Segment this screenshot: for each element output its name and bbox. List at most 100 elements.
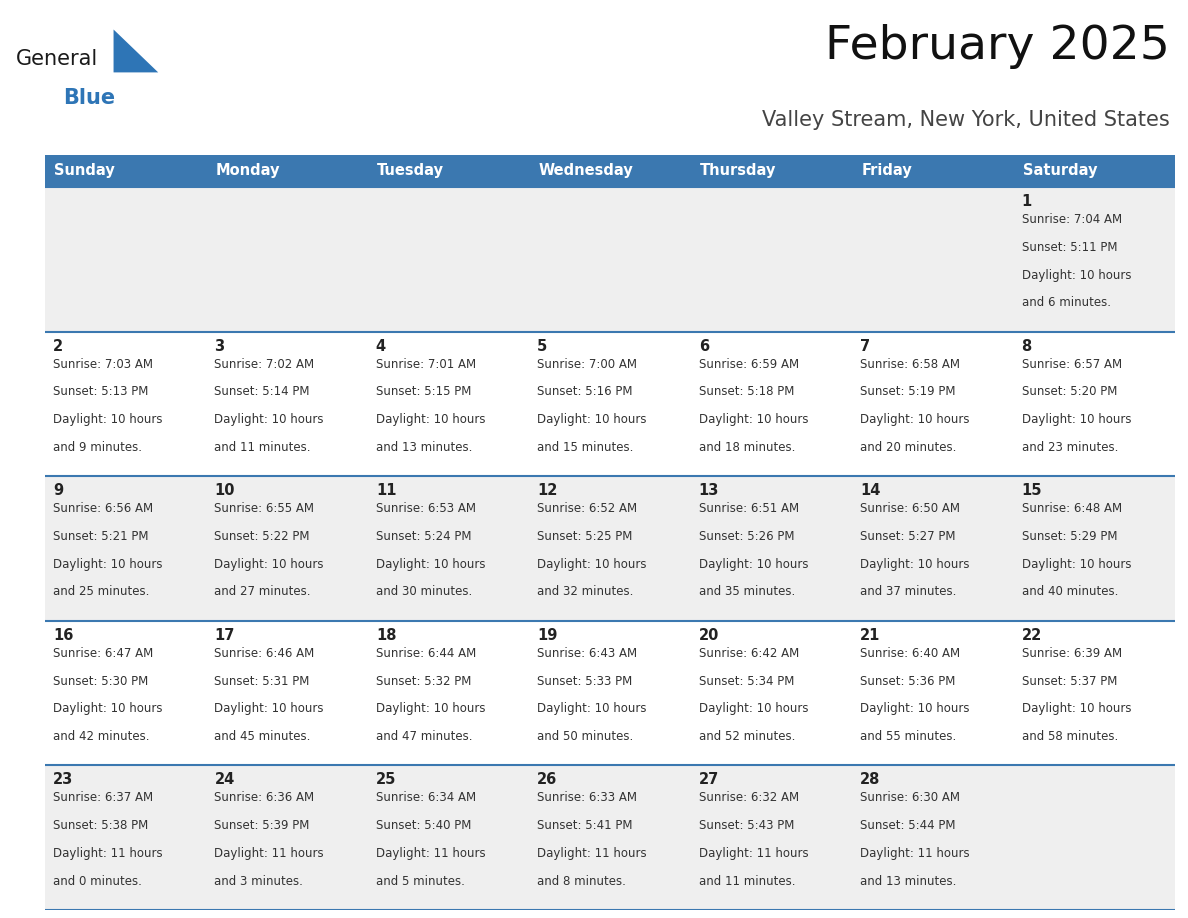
Text: Daylight: 10 hours: Daylight: 10 hours bbox=[860, 558, 969, 571]
Text: Daylight: 10 hours: Daylight: 10 hours bbox=[1022, 413, 1131, 426]
Bar bbox=[207, 766, 368, 910]
Text: and 52 minutes.: and 52 minutes. bbox=[699, 730, 795, 743]
Text: Sunset: 5:36 PM: Sunset: 5:36 PM bbox=[860, 675, 955, 688]
Bar bbox=[530, 155, 690, 187]
Bar bbox=[852, 766, 1013, 910]
Text: and 58 minutes.: and 58 minutes. bbox=[1022, 730, 1118, 743]
Bar bbox=[368, 621, 530, 766]
Text: 28: 28 bbox=[860, 772, 880, 788]
Text: Daylight: 10 hours: Daylight: 10 hours bbox=[53, 702, 163, 715]
Text: and 3 minutes.: and 3 minutes. bbox=[214, 875, 303, 888]
Text: Sunrise: 6:56 AM: Sunrise: 6:56 AM bbox=[53, 502, 153, 515]
Text: Sunrise: 7:00 AM: Sunrise: 7:00 AM bbox=[537, 358, 637, 371]
Text: Daylight: 11 hours: Daylight: 11 hours bbox=[375, 847, 486, 860]
Text: Sunrise: 6:46 AM: Sunrise: 6:46 AM bbox=[214, 647, 315, 660]
Bar bbox=[368, 476, 530, 621]
Text: 7: 7 bbox=[860, 339, 871, 353]
Bar bbox=[45, 766, 207, 910]
Text: Sunrise: 6:34 AM: Sunrise: 6:34 AM bbox=[375, 791, 476, 804]
Bar bbox=[530, 766, 690, 910]
Text: and 47 minutes.: and 47 minutes. bbox=[375, 730, 473, 743]
Bar bbox=[1013, 187, 1175, 331]
Bar bbox=[1013, 331, 1175, 476]
Text: Daylight: 11 hours: Daylight: 11 hours bbox=[860, 847, 969, 860]
Text: 16: 16 bbox=[53, 628, 74, 643]
Bar bbox=[45, 621, 207, 766]
Text: and 25 minutes.: and 25 minutes. bbox=[53, 586, 150, 599]
Text: 15: 15 bbox=[1022, 483, 1042, 498]
Text: Tuesday: Tuesday bbox=[377, 163, 444, 178]
Bar bbox=[1013, 621, 1175, 766]
Text: Sunset: 5:39 PM: Sunset: 5:39 PM bbox=[214, 819, 310, 832]
Text: Monday: Monday bbox=[215, 163, 280, 178]
Text: 11: 11 bbox=[375, 483, 397, 498]
Text: Daylight: 10 hours: Daylight: 10 hours bbox=[214, 413, 324, 426]
Text: Sunset: 5:40 PM: Sunset: 5:40 PM bbox=[375, 819, 472, 832]
Text: and 42 minutes.: and 42 minutes. bbox=[53, 730, 150, 743]
Bar bbox=[45, 331, 207, 476]
Bar bbox=[852, 155, 1013, 187]
Text: Saturday: Saturday bbox=[1023, 163, 1097, 178]
Text: 23: 23 bbox=[53, 772, 74, 788]
Text: Daylight: 10 hours: Daylight: 10 hours bbox=[375, 413, 486, 426]
Text: Daylight: 10 hours: Daylight: 10 hours bbox=[1022, 269, 1131, 282]
Bar bbox=[1013, 155, 1175, 187]
Text: General: General bbox=[15, 50, 97, 70]
Text: Sunset: 5:20 PM: Sunset: 5:20 PM bbox=[1022, 386, 1117, 398]
Text: and 11 minutes.: and 11 minutes. bbox=[699, 875, 795, 888]
Text: Sunset: 5:31 PM: Sunset: 5:31 PM bbox=[214, 675, 310, 688]
Text: Sunrise: 6:37 AM: Sunrise: 6:37 AM bbox=[53, 791, 153, 804]
Text: Daylight: 10 hours: Daylight: 10 hours bbox=[537, 413, 646, 426]
Text: 17: 17 bbox=[214, 628, 235, 643]
Text: Sunset: 5:11 PM: Sunset: 5:11 PM bbox=[1022, 241, 1117, 253]
Text: Sunrise: 7:01 AM: Sunrise: 7:01 AM bbox=[375, 358, 476, 371]
Bar bbox=[207, 476, 368, 621]
Text: and 55 minutes.: and 55 minutes. bbox=[860, 730, 956, 743]
Text: and 20 minutes.: and 20 minutes. bbox=[860, 441, 956, 453]
Text: Daylight: 10 hours: Daylight: 10 hours bbox=[860, 413, 969, 426]
Text: 22: 22 bbox=[1022, 628, 1042, 643]
Text: Sunset: 5:19 PM: Sunset: 5:19 PM bbox=[860, 386, 955, 398]
Text: Daylight: 11 hours: Daylight: 11 hours bbox=[699, 847, 808, 860]
Text: Daylight: 11 hours: Daylight: 11 hours bbox=[53, 847, 163, 860]
Text: and 15 minutes.: and 15 minutes. bbox=[537, 441, 633, 453]
Text: Sunset: 5:26 PM: Sunset: 5:26 PM bbox=[699, 530, 795, 543]
Bar bbox=[207, 187, 368, 331]
Bar bbox=[530, 621, 690, 766]
Bar bbox=[690, 476, 852, 621]
Text: 3: 3 bbox=[214, 339, 225, 353]
Text: and 30 minutes.: and 30 minutes. bbox=[375, 586, 472, 599]
Text: Sunrise: 6:36 AM: Sunrise: 6:36 AM bbox=[214, 791, 315, 804]
Text: Sunset: 5:14 PM: Sunset: 5:14 PM bbox=[214, 386, 310, 398]
Text: Sunset: 5:25 PM: Sunset: 5:25 PM bbox=[537, 530, 633, 543]
Text: 18: 18 bbox=[375, 628, 397, 643]
Text: Sunrise: 7:02 AM: Sunrise: 7:02 AM bbox=[214, 358, 315, 371]
Text: 9: 9 bbox=[53, 483, 63, 498]
Text: Sunrise: 6:51 AM: Sunrise: 6:51 AM bbox=[699, 502, 798, 515]
Text: Sunset: 5:38 PM: Sunset: 5:38 PM bbox=[53, 819, 148, 832]
Bar bbox=[852, 476, 1013, 621]
Text: and 32 minutes.: and 32 minutes. bbox=[537, 586, 633, 599]
Text: 4: 4 bbox=[375, 339, 386, 353]
Text: 20: 20 bbox=[699, 628, 719, 643]
Text: Daylight: 10 hours: Daylight: 10 hours bbox=[53, 558, 163, 571]
Text: Sunset: 5:27 PM: Sunset: 5:27 PM bbox=[860, 530, 955, 543]
Text: 2: 2 bbox=[53, 339, 63, 353]
Text: 14: 14 bbox=[860, 483, 880, 498]
Text: Sunset: 5:15 PM: Sunset: 5:15 PM bbox=[375, 386, 472, 398]
Text: Sunrise: 7:03 AM: Sunrise: 7:03 AM bbox=[53, 358, 153, 371]
Text: Sunrise: 6:33 AM: Sunrise: 6:33 AM bbox=[537, 791, 637, 804]
Text: Daylight: 10 hours: Daylight: 10 hours bbox=[860, 702, 969, 715]
Text: Sunset: 5:21 PM: Sunset: 5:21 PM bbox=[53, 530, 148, 543]
Text: Sunrise: 6:42 AM: Sunrise: 6:42 AM bbox=[699, 647, 800, 660]
Text: Sunrise: 6:44 AM: Sunrise: 6:44 AM bbox=[375, 647, 476, 660]
Bar bbox=[1013, 766, 1175, 910]
Text: Sunrise: 6:53 AM: Sunrise: 6:53 AM bbox=[375, 502, 476, 515]
Bar bbox=[690, 155, 852, 187]
Text: Sunset: 5:18 PM: Sunset: 5:18 PM bbox=[699, 386, 794, 398]
Bar bbox=[690, 766, 852, 910]
Bar bbox=[852, 621, 1013, 766]
Text: and 27 minutes.: and 27 minutes. bbox=[214, 586, 311, 599]
Text: Daylight: 10 hours: Daylight: 10 hours bbox=[375, 558, 486, 571]
Text: 5: 5 bbox=[537, 339, 548, 353]
